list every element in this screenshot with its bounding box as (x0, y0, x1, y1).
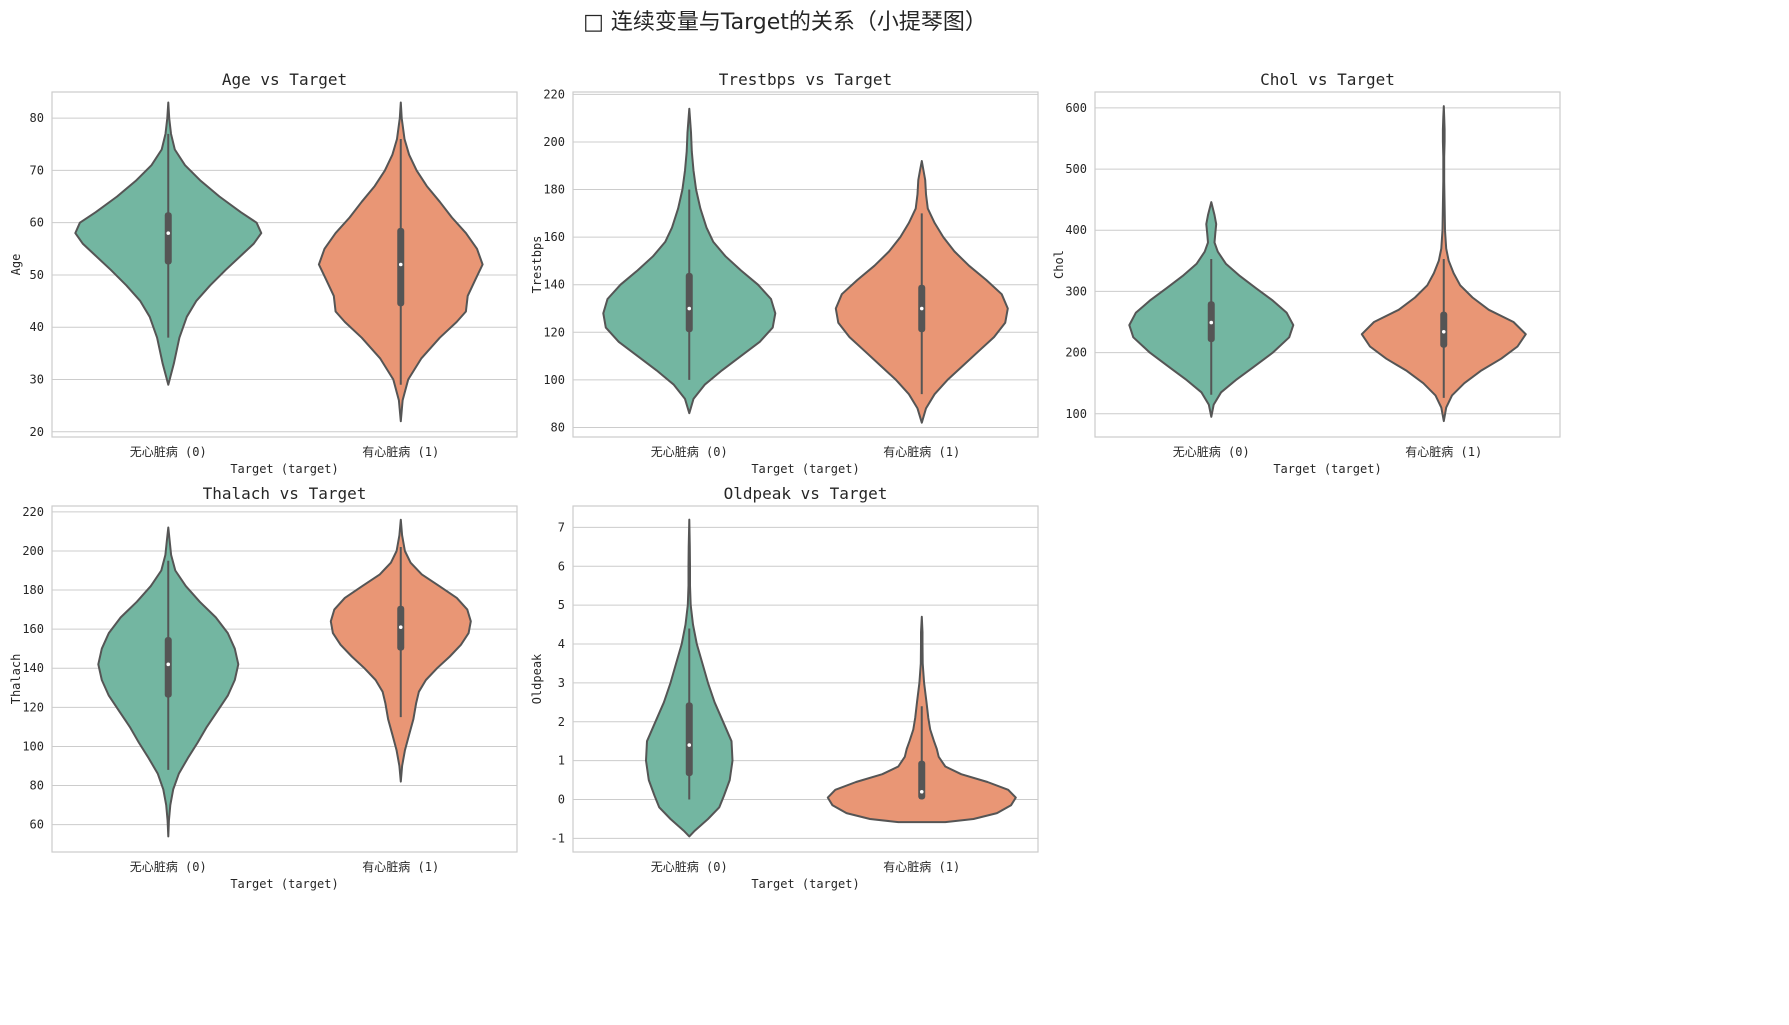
y-tick-label: 500 (1065, 162, 1087, 176)
y-tick-label: 4 (558, 637, 565, 651)
y-tick-label: 140 (22, 661, 44, 675)
y-tick-label: 220 (22, 505, 44, 519)
y-tick-label: 300 (1065, 284, 1087, 298)
y-tick-label: 180 (543, 183, 565, 197)
y-tick-label: 60 (30, 216, 44, 230)
iqr-box (397, 227, 405, 307)
y-tick-label: 3 (558, 676, 565, 690)
x-axis-label: Target (target) (751, 462, 859, 476)
median-marker (1441, 329, 1446, 334)
y-tick-label: 80 (30, 779, 44, 793)
iqr-box (918, 760, 926, 800)
iqr-box (164, 212, 172, 265)
y-tick-label: 120 (543, 325, 565, 339)
x-tick-label: 有心脏病 (1) (883, 444, 960, 459)
y-tick-label: 0 (558, 793, 565, 807)
x-tick-label: 有心脏病 (1) (362, 444, 439, 459)
median-marker (398, 625, 403, 629)
chart-title: Trestbps vs Target (719, 70, 892, 89)
y-tick-label: 1 (558, 754, 565, 768)
iqr-box (685, 702, 693, 777)
y-tick-label: 200 (1065, 346, 1087, 360)
y-tick-label: 60 (30, 818, 44, 832)
chart-panel-thalach: 60 80 100 120 140 160 180 200 220 无心脏病 (0) 有心脏病 (1… (9, 484, 518, 891)
y-tick-label: 400 (1065, 223, 1087, 237)
axes-frame (51, 505, 518, 853)
iqr-box (1440, 311, 1448, 348)
x-tick-label: 无心脏病 (0) (651, 444, 728, 459)
chart-panel-age: 20 30 40 50 60 70 80 无心脏病 (0) 有心脏病 (1) Age vs Tar… (9, 70, 518, 476)
y-tick-label: 180 (22, 583, 44, 597)
y-tick-label: 160 (543, 230, 565, 244)
y-tick-label: 200 (543, 135, 565, 149)
y-tick-label: 100 (22, 739, 44, 753)
axes-frame (1094, 91, 1561, 438)
median-marker (398, 262, 403, 267)
x-tick-label: 有心脏病 (1) (362, 859, 439, 874)
y-tick-label: 140 (543, 278, 565, 292)
x-tick-label: 无心脏病 (0) (130, 859, 207, 874)
y-axis-label: Oldpeak (530, 653, 544, 704)
x-axis-label: Target (target) (230, 877, 338, 891)
y-tick-label: 120 (22, 700, 44, 714)
chart-title: Age vs Target (222, 70, 347, 89)
median-marker (687, 306, 692, 311)
y-tick-label: 600 (1065, 101, 1087, 115)
chart-panel-trestbps: 80 100 120 140 160 180 200 220 无心脏病 (0) 有心脏病 (1) T… (530, 70, 1039, 476)
y-tick-label: -1 (551, 831, 565, 845)
y-axis-label: Thalach (9, 654, 23, 705)
chart-panel-chol: 100 200 300 400 500 600 无心脏病 (0) 有心脏病 (1) Chol v… (1052, 70, 1561, 476)
y-tick-label: 20 (30, 425, 44, 439)
iqr-box (685, 272, 693, 333)
figure-suptitle: □ 连续变量与Target的关系（小提琴图） (583, 10, 987, 35)
y-tick-label: 30 (30, 373, 44, 387)
axes-frame (51, 91, 518, 438)
y-tick-label: 100 (1065, 407, 1087, 421)
median-marker (166, 231, 171, 235)
median-marker (1209, 320, 1214, 325)
x-tick-label: 无心脏病 (0) (130, 444, 207, 459)
median-marker (919, 789, 924, 794)
x-tick-label: 无心脏病 (0) (1173, 444, 1250, 459)
iqr-box (164, 636, 172, 698)
y-axis-label: Age (9, 254, 23, 276)
x-axis-label: Target (target) (230, 462, 338, 476)
y-axis-label: Trestbps (530, 236, 544, 294)
median-marker (919, 306, 924, 311)
y-tick-label: 5 (558, 598, 565, 612)
y-tick-label: 220 (543, 87, 565, 101)
x-axis-label: Target (target) (751, 877, 859, 891)
chart-title: Thalach vs Target (203, 484, 367, 503)
y-tick-label: 50 (30, 268, 44, 282)
y-tick-label: 70 (30, 163, 44, 177)
y-axis-label: Chol (1052, 250, 1066, 279)
x-tick-label: 有心脏病 (1) (883, 859, 960, 874)
y-tick-label: 6 (558, 559, 565, 573)
x-tick-label: 有心脏病 (1) (1405, 444, 1482, 459)
chart-title: Chol vs Target (1260, 70, 1395, 89)
y-tick-label: 80 (551, 420, 565, 434)
x-axis-label: Target (target) (1273, 462, 1381, 476)
x-tick-label: 无心脏病 (0) (651, 859, 728, 874)
y-tick-label: 7 (558, 520, 565, 534)
chart-title: Oldpeak vs Target (724, 484, 888, 503)
y-tick-label: 200 (22, 544, 44, 558)
median-marker (687, 743, 692, 747)
y-tick-label: 160 (22, 622, 44, 636)
axes-frame (572, 505, 1039, 853)
y-tick-label: 100 (543, 373, 565, 387)
median-marker (166, 662, 171, 667)
y-tick-label: 80 (30, 111, 44, 125)
y-tick-label: 2 (558, 715, 565, 729)
axes-frame (572, 91, 1039, 438)
y-tick-label: 40 (30, 320, 44, 334)
chart-panel-oldpeak: -1 0 1 2 3 4 5 6 7 无心脏病 (0) 有心脏病 (1) Oldpeak vs Tar… (530, 484, 1039, 891)
